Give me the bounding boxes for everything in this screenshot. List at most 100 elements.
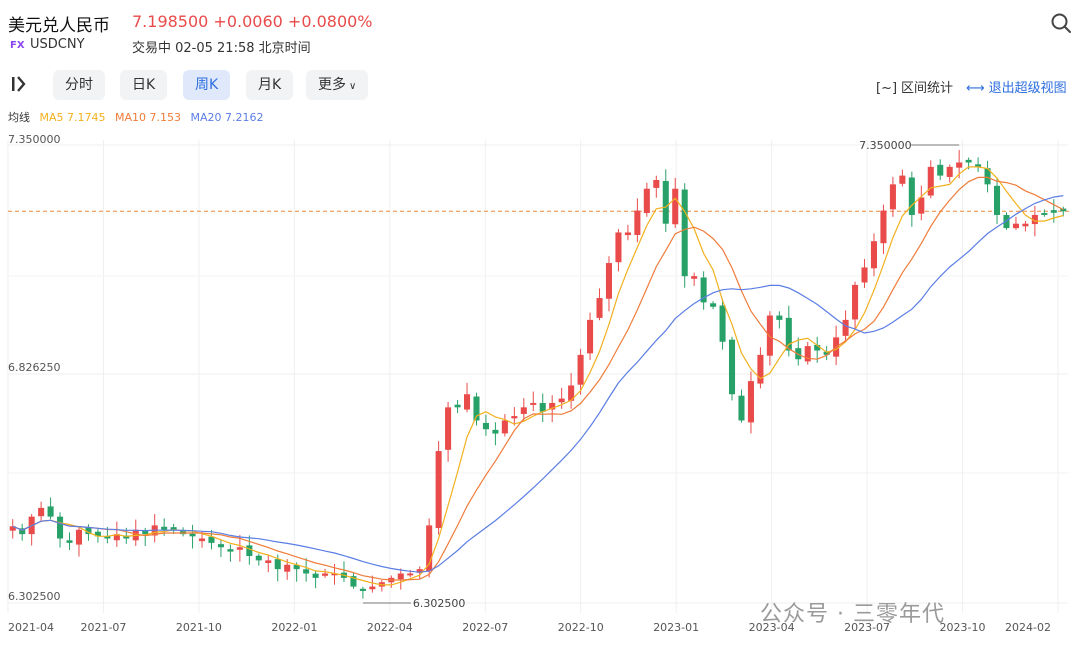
expand-icon: ⟷ <box>966 81 985 96</box>
candle-body <box>785 317 792 351</box>
candle-body <box>255 555 262 561</box>
candle-body <box>19 528 26 535</box>
tab-monthly-k[interactable]: 月K <box>246 70 294 100</box>
candle-body <box>227 549 234 552</box>
candle-body <box>776 315 783 320</box>
candle-body <box>426 525 433 572</box>
candle-body <box>482 422 489 430</box>
candle-body <box>804 346 811 362</box>
candle-body <box>85 527 92 535</box>
price-quote: 7.198500 +0.0060 +0.0800% <box>132 12 373 31</box>
candle-body <box>407 573 414 576</box>
candle-body <box>653 179 660 188</box>
candle-body <box>672 188 679 225</box>
candle-body <box>501 420 508 434</box>
candle-body <box>463 394 471 410</box>
x-tick-label: 2024-02 <box>1005 621 1051 634</box>
candlestick-chart[interactable]: 2021-04 2021-07 2021-10 2022-01 2022-04 2022-… <box>0 130 1080 650</box>
candle-body <box>208 536 215 543</box>
candle-body <box>170 527 177 530</box>
candle-body <box>416 569 423 573</box>
bracket-icon: [~] <box>876 81 898 96</box>
candle-body <box>57 516 64 539</box>
candle-body <box>66 540 73 543</box>
tab-more-label: 更多 <box>318 77 346 93</box>
candle-body <box>161 526 168 530</box>
x-tick-label: 2022-10 <box>558 621 604 634</box>
ma20-line <box>12 195 1064 573</box>
candle-body <box>937 164 944 176</box>
candle-body <box>738 395 745 421</box>
candle-body <box>189 533 196 537</box>
ma-label: 均线 <box>8 111 30 124</box>
tab-intraday[interactable]: 分时 <box>53 70 105 100</box>
candle-body <box>9 526 16 531</box>
candle-body <box>284 564 291 572</box>
candle-body <box>1060 208 1067 212</box>
candle-body <box>842 319 849 336</box>
candle-body <box>870 241 878 269</box>
candle-body <box>303 569 310 574</box>
candle-body <box>94 531 101 537</box>
exit-view-label: 退出超级视图 <box>988 81 1067 96</box>
candle-body <box>710 303 717 307</box>
candle-body <box>492 429 499 434</box>
chevron-down-icon: ∨ <box>349 81 357 92</box>
candle-body <box>369 586 376 590</box>
candle-body <box>596 298 603 318</box>
candle-body <box>747 381 754 423</box>
candle-body <box>435 451 442 528</box>
candle-body <box>397 573 404 580</box>
candle-body <box>605 263 613 299</box>
x-tick-label: 2021-07 <box>80 621 126 634</box>
candle-body <box>568 385 575 401</box>
candle-body <box>918 197 925 214</box>
tab-daily-k[interactable]: 日K <box>120 70 168 100</box>
x-tick-label: 2022-01 <box>271 621 317 634</box>
candle-body <box>719 305 726 342</box>
candle-body <box>274 559 281 570</box>
candle-body <box>643 188 650 214</box>
candle-body <box>473 396 480 421</box>
candle-body <box>823 351 830 355</box>
candle-body <box>1031 214 1038 225</box>
candle-body <box>236 547 243 550</box>
candle-body <box>700 277 707 303</box>
candle-body <box>1012 223 1019 229</box>
candlestick-toggle-icon[interactable] <box>9 74 29 94</box>
candle-body <box>549 402 556 410</box>
candle-body <box>312 573 319 578</box>
candle-body <box>577 354 584 385</box>
candle-body <box>123 535 130 539</box>
y-tick-label: 6.302500 <box>8 590 61 603</box>
candle-body <box>1022 223 1029 227</box>
candle-body <box>681 189 688 277</box>
search-icon[interactable] <box>1050 12 1072 34</box>
candle-body <box>993 185 1001 215</box>
x-tick-label: 2022-04 <box>367 621 413 634</box>
range-stat-button[interactable]: [~] 区间统计 <box>876 77 953 96</box>
exit-super-view-button[interactable]: ⟷ 退出超级视图 <box>966 77 1067 96</box>
x-tick-label: 2023-10 <box>940 621 986 634</box>
candle-body <box>530 402 537 405</box>
x-tick-label: 2023-01 <box>653 621 699 634</box>
candle-body <box>293 565 300 570</box>
candle-body <box>217 544 224 548</box>
x-tick-label: 2023-07 <box>844 621 890 634</box>
tab-weekly-k[interactable]: 周K <box>183 70 231 100</box>
x-tick-label: 2022-07 <box>462 621 508 634</box>
candle-body <box>889 184 896 210</box>
low-annotation: 6.302500 <box>413 597 466 610</box>
y-tick-label: 6.826250 <box>8 361 61 374</box>
candle-body <box>956 162 963 168</box>
candle-body <box>180 530 187 535</box>
x-tick-label: 2021-10 <box>176 621 222 634</box>
page-title: 美元兑人民币 <box>8 16 110 36</box>
tab-more[interactable]: 更多 ∨ <box>306 70 369 100</box>
candle-body <box>1050 210 1057 213</box>
candle-body <box>331 573 338 576</box>
y-tick-label: 7.350000 <box>8 133 61 146</box>
candle-body <box>47 506 54 517</box>
candle-body <box>946 166 953 177</box>
candle-body <box>322 573 329 576</box>
